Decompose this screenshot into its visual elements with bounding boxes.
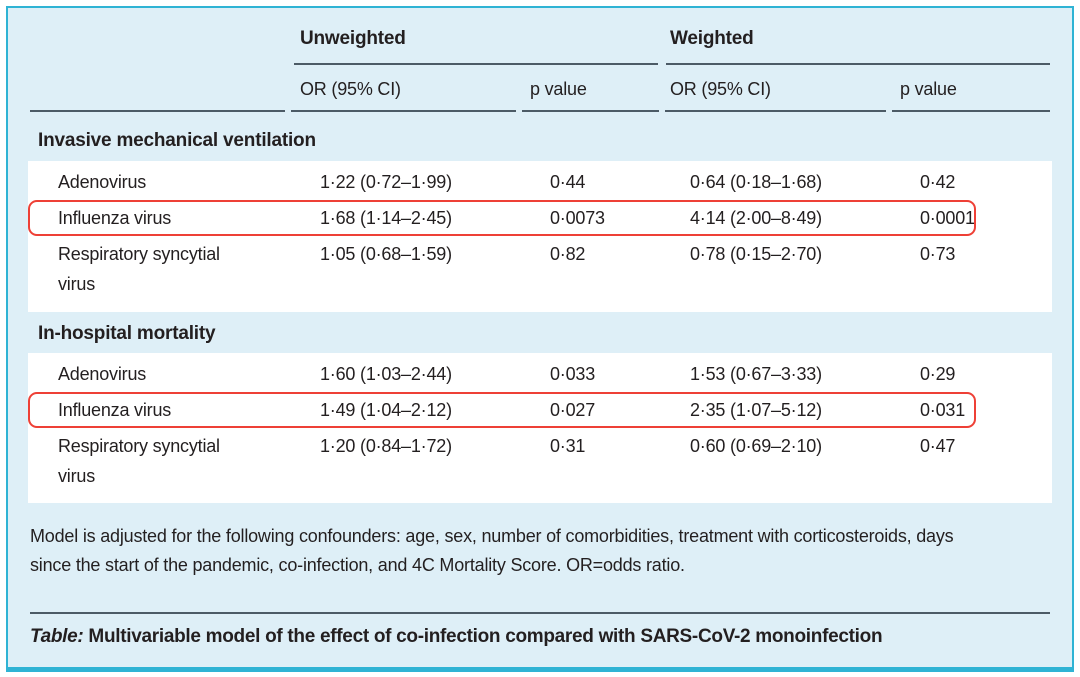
cell-unweighted-p: 0·31 bbox=[550, 436, 586, 456]
caption-prefix: Table: bbox=[30, 626, 84, 647]
col-header-or-weighted: OR (95% CI) bbox=[670, 79, 771, 99]
unweighted-group-underline bbox=[294, 63, 658, 65]
cell-unweighted-or: 1·20 (0·84–1·72) bbox=[320, 436, 452, 456]
cell-unweighted-or: 1·05 (0·68–1·59) bbox=[320, 244, 452, 264]
cell-weighted-or: 4·14 (2·00–8·49) bbox=[690, 208, 822, 228]
table-caption: Table: Multivariable model of the effect… bbox=[30, 626, 883, 648]
spacer bbox=[530, 24, 670, 54]
cell-weighted-p: 0·0001 bbox=[920, 208, 975, 228]
group-header-weighted: Weighted bbox=[670, 28, 754, 49]
row-label: Respiratory syncytial virus bbox=[58, 244, 220, 294]
col-header-or-unweighted: OR (95% CI) bbox=[300, 79, 401, 99]
table-row-mortality-influenza: Influenza virus 1·49 (1·04–2·12) 0·027 2… bbox=[28, 392, 1052, 428]
table-row-imv-rsv: Respiratory syncytial virus 1·05 (0·68–1… bbox=[28, 236, 1052, 308]
cell-weighted-p: 0·73 bbox=[920, 244, 956, 264]
cell-unweighted-or: 1·60 (1·03–2·44) bbox=[320, 364, 452, 384]
cell-unweighted-p: 0·027 bbox=[550, 400, 596, 420]
cell-weighted-or: 2·35 (1·07–5·12) bbox=[690, 400, 822, 420]
table-row-mortality-rsv: Respiratory syncytial virus 1·20 (0·84–1… bbox=[28, 428, 1052, 500]
section-title-in-hospital-mortality: In-hospital mortality bbox=[38, 323, 216, 344]
header-bottom-rule bbox=[30, 110, 1050, 112]
row-label: Influenza virus bbox=[58, 400, 172, 420]
rows-group-mortality: Adenovirus 1·60 (1·03–2·44) 0·033 1·53 (… bbox=[28, 353, 1052, 503]
row-label: Adenovirus bbox=[58, 364, 147, 384]
table-row-imv-adenovirus: Adenovirus 1·22 (0·72–1·99) 0·44 0·64 (0… bbox=[28, 164, 1052, 200]
caption-text: Multivariable model of the effect of co-… bbox=[83, 626, 883, 647]
cell-weighted-p: 0·031 bbox=[920, 400, 966, 420]
cell-weighted-or: 0·60 (0·69–2·10) bbox=[690, 436, 822, 456]
rows-group-imv: Adenovirus 1·22 (0·72–1·99) 0·44 0·64 (0… bbox=[28, 161, 1052, 312]
cell-weighted-or: 0·64 (0·18–1·68) bbox=[690, 172, 822, 192]
row-label: Adenovirus bbox=[58, 172, 147, 192]
table-row-imv-influenza: Influenza virus 1·68 (1·14–2·45) 0·0073 … bbox=[28, 200, 1052, 236]
cell-weighted-or: 1·53 (0·67–3·33) bbox=[690, 364, 822, 384]
caption-top-rule bbox=[30, 612, 1050, 614]
row-label: Respiratory syncytial virus bbox=[58, 436, 220, 486]
group-header-unweighted: Unweighted bbox=[300, 28, 406, 49]
table-footnote: Model is adjusted for the following conf… bbox=[30, 526, 954, 575]
spacer bbox=[38, 74, 300, 104]
cell-unweighted-or: 1·22 (0·72–1·99) bbox=[320, 172, 452, 192]
col-header-p-unweighted: p value bbox=[530, 79, 587, 99]
cell-unweighted-or: 1·49 (1·04–2·12) bbox=[320, 400, 452, 420]
column-header-row: OR (95% CI) p value OR (95% CI) p value bbox=[8, 74, 1072, 104]
section-title-invasive-mechanical-ventilation: Invasive mechanical ventilation bbox=[38, 130, 316, 151]
col-header-p-weighted: p value bbox=[900, 79, 957, 99]
column-group-header-row: Unweighted Weighted bbox=[8, 24, 1072, 54]
spacer bbox=[38, 24, 300, 54]
table-row-mortality-adenovirus: Adenovirus 1·60 (1·03–2·44) 0·033 1·53 (… bbox=[28, 356, 1052, 392]
cell-unweighted-p: 0·44 bbox=[550, 172, 586, 192]
cell-weighted-p: 0·47 bbox=[920, 436, 956, 456]
cell-unweighted-p: 0·0073 bbox=[550, 208, 605, 228]
cell-weighted-p: 0·29 bbox=[920, 364, 956, 384]
cell-unweighted-p: 0·82 bbox=[550, 244, 586, 264]
cell-weighted-p: 0·42 bbox=[920, 172, 956, 192]
spacer bbox=[900, 24, 1072, 54]
cell-unweighted-or: 1·68 (1·14–2·45) bbox=[320, 208, 452, 228]
cell-unweighted-p: 0·033 bbox=[550, 364, 596, 384]
lancet-table-panel: Unweighted Weighted OR (95% CI) p value … bbox=[6, 6, 1074, 672]
weighted-group-underline bbox=[666, 63, 1050, 65]
cell-weighted-or: 0·78 (0·15–2·70) bbox=[690, 244, 822, 264]
row-label: Influenza virus bbox=[58, 208, 172, 228]
